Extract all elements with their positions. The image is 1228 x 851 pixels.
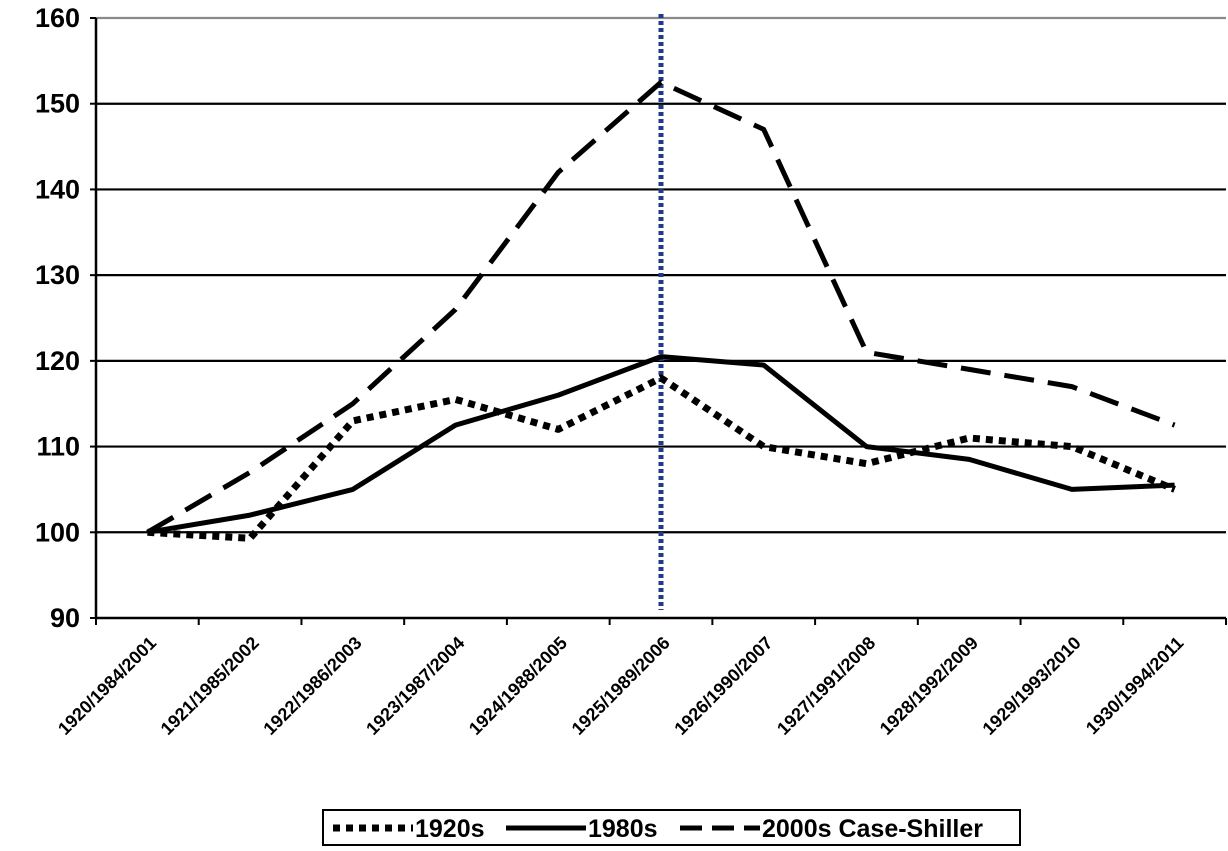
data-point-1920s	[248, 536, 252, 540]
data-point-2000s-case-shiller	[454, 307, 458, 311]
data-point-1980s	[1173, 483, 1177, 487]
x-tick-label: 1921/1985/2002	[157, 633, 263, 739]
legend-label: 1920s	[415, 815, 485, 843]
legend-label: 2000s Case-Shiller	[762, 815, 983, 843]
data-point-2000s-case-shiller	[864, 350, 868, 354]
data-point-1920s	[1070, 445, 1074, 449]
y-tick-label: 160	[35, 3, 80, 33]
y-tick-label: 100	[35, 517, 80, 547]
y-tick-label: 90	[50, 603, 80, 633]
data-point-1920s	[1173, 487, 1177, 491]
series-line-1980s	[146, 354, 1175, 535]
data-point-2000s-case-shiller	[1070, 385, 1074, 389]
x-tick-labels: 1920/1984/20011921/1985/20021922/1986/20…	[54, 633, 1187, 739]
data-point-2000s-case-shiller	[556, 170, 560, 174]
data-point-1980s	[967, 457, 971, 461]
data-point-2000s-case-shiller	[248, 470, 252, 474]
data-point-2000s-case-shiller	[659, 80, 663, 84]
data-point-1980s	[762, 363, 766, 367]
series-line-1920s	[147, 374, 1176, 542]
x-tick-label: 1923/1987/2004	[362, 633, 468, 739]
x-tick-label: 1926/1990/2007	[670, 633, 776, 739]
data-point-1920s	[762, 445, 766, 449]
y-tick-label: 110	[36, 432, 80, 462]
data-point-1920s	[659, 376, 663, 380]
y-tick-label: 120	[35, 346, 80, 376]
legend: 1920s 1980s 2000s Case-Shiller	[322, 809, 1021, 846]
legend-label: 1980s	[588, 815, 658, 843]
series-line-2000s-case-shiller	[146, 79, 1176, 535]
axes	[90, 17, 1227, 625]
data-point-1980s	[659, 355, 663, 359]
x-tick-label: 1929/1993/2010	[979, 633, 1085, 739]
data-point-1920s	[864, 462, 868, 466]
y-tick-labels: 90 100 110 120 130 140 150 160	[35, 3, 80, 633]
data-point-1920s	[967, 436, 971, 440]
x-tick-label: 1930/1994/2011	[1082, 633, 1187, 738]
x-tick-label: 1924/1988/2005	[465, 633, 571, 739]
x-tick-label: 1928/1992/2009	[876, 633, 982, 739]
y-tick-label: 130	[35, 260, 80, 290]
data-point-2000s-case-shiller	[1173, 423, 1177, 427]
series-lines	[145, 79, 1177, 542]
legend-box	[322, 809, 1021, 846]
x-tick-label: 1920/1984/2001	[54, 633, 160, 739]
data-point-1980s	[864, 445, 868, 449]
data-point-1920s	[454, 397, 458, 401]
data-point-1920s	[351, 419, 355, 423]
x-tick-label: 1927/1991/2008	[773, 633, 879, 739]
data-point-2000s-case-shiller	[145, 530, 149, 534]
data-point-1980s	[454, 423, 458, 427]
x-tick-label: 1925/1989/2006	[568, 633, 674, 739]
y-tick-label: 150	[35, 89, 80, 119]
data-point-1980s	[351, 487, 355, 491]
y-tick-label: 140	[35, 174, 80, 204]
data-point-1920s	[556, 427, 560, 431]
data-point-1980s	[556, 393, 560, 397]
data-point-1980s	[1070, 487, 1074, 491]
data-point-2000s-case-shiller	[967, 367, 971, 371]
x-tick-label: 1922/1986/2003	[259, 633, 365, 739]
data-point-1980s	[248, 513, 252, 517]
data-point-2000s-case-shiller	[351, 402, 355, 406]
data-point-2000s-case-shiller	[762, 127, 766, 131]
